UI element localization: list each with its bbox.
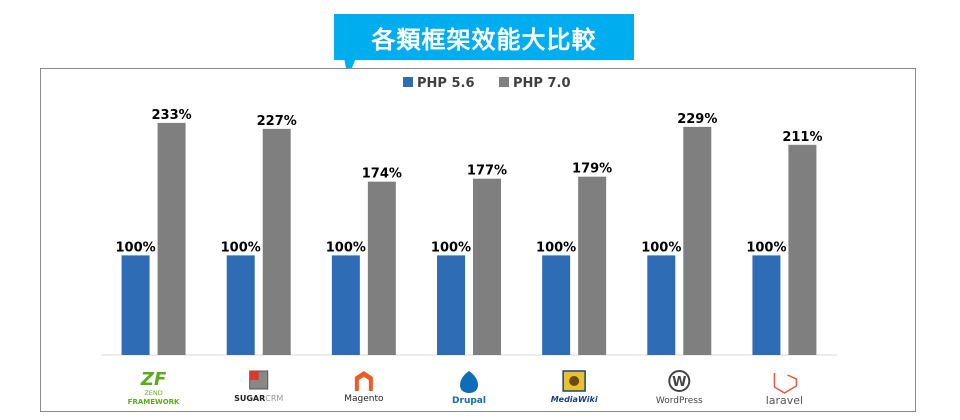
data-label-2-2: 227% xyxy=(257,114,297,129)
bar-2-3 xyxy=(367,181,396,355)
sugarcrm-cube-face-icon xyxy=(249,371,259,380)
data-label-1-1: 100% xyxy=(115,240,155,255)
bar-2-5 xyxy=(578,176,607,355)
bar-2-6 xyxy=(683,126,712,355)
bar-1-4 xyxy=(437,255,465,355)
data-label-1-2: 100% xyxy=(221,240,261,255)
bar-2-7 xyxy=(788,144,817,355)
wordpress-logo-ring-icon xyxy=(668,370,691,392)
data-label-2-6: 229% xyxy=(677,112,717,127)
data-label-1-3: 100% xyxy=(326,240,366,255)
laravel-logo-icon xyxy=(773,373,798,394)
chart-title: 各類框架效能大比較 xyxy=(371,25,597,54)
bar-1-3 xyxy=(331,255,360,355)
legend-label-1: PHP 5.6 xyxy=(417,76,475,91)
bar-1-5 xyxy=(542,255,571,355)
category-label-6: WordPress xyxy=(656,396,703,406)
bar-1-1 xyxy=(121,255,150,355)
data-label-2-3: 174% xyxy=(362,167,402,182)
bar-1-7 xyxy=(752,255,781,355)
category-label-2a: SUGAR xyxy=(234,394,265,403)
chart-frame: PHP 5.6 PHP 7.0 100% 233% 100% 227% 100% 174% 10… xyxy=(40,68,916,412)
mediawiki-flower-center-icon xyxy=(569,376,580,386)
category-label-2: SUGARCRM xyxy=(234,394,283,403)
zend-logo-mark: ZF xyxy=(140,369,167,390)
data-label-1-6: 100% xyxy=(641,240,681,255)
category-label-7: laravel xyxy=(766,394,803,407)
category-label-1a: ZEND xyxy=(144,389,162,397)
bar-1-2 xyxy=(226,255,255,355)
data-label-2-5: 179% xyxy=(572,162,612,177)
drupal-drop-icon xyxy=(460,371,478,393)
bar-2-1 xyxy=(157,122,186,355)
category-label-4: Drupal xyxy=(452,396,486,406)
chart-title-callout: 各類框架效能大比較 xyxy=(334,14,634,60)
category-label-3: Magento xyxy=(344,394,384,404)
data-label-2-4: 177% xyxy=(467,164,507,179)
bar-2-2 xyxy=(262,128,291,355)
category-label-5: MediaWiki xyxy=(551,395,598,404)
category-label-2b: CRM xyxy=(265,394,283,403)
bar-1-6 xyxy=(647,255,676,355)
data-label-1-5: 100% xyxy=(536,240,576,255)
data-label-1-4: 100% xyxy=(431,240,471,255)
category-label-1b: FRAMEWORK xyxy=(128,398,180,406)
data-label-2-1: 233% xyxy=(151,108,191,123)
legend-swatch-1 xyxy=(403,77,413,87)
wordpress-logo-icon: W xyxy=(672,375,686,390)
bar-2-4 xyxy=(473,178,501,355)
legend-label-2: PHP 7.0 xyxy=(513,76,571,91)
data-label-1-7: 100% xyxy=(746,240,786,255)
magento-logo-icon xyxy=(354,371,373,391)
data-label-2-7: 211% xyxy=(782,130,822,145)
bar-chart: PHP 5.6 PHP 7.0 100% 233% 100% 227% 100% 174% 10… xyxy=(101,76,837,407)
legend-swatch-2 xyxy=(499,77,509,87)
